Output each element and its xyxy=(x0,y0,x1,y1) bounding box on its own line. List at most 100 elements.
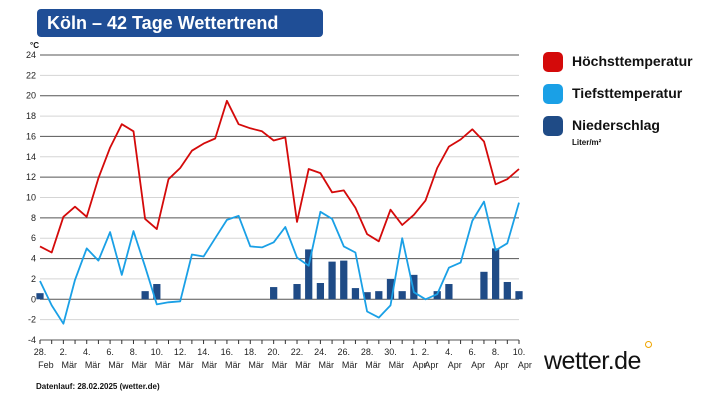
y-tick-label: -4 xyxy=(28,335,36,345)
x-day-label: 8. xyxy=(130,347,138,357)
y-tick-label: 12 xyxy=(26,172,36,182)
x-day-label: 2. xyxy=(422,347,430,357)
precip-bar xyxy=(480,271,488,300)
precipitation-bars xyxy=(36,248,523,300)
x-month-label: Apr xyxy=(518,360,532,370)
x-month-label: Mär xyxy=(108,360,124,370)
x-month-label: Apr xyxy=(448,360,462,370)
x-day-label: 2. xyxy=(60,347,68,357)
legend-label-max: Höchsttemperatur xyxy=(572,53,693,69)
x-month-label: Mär xyxy=(248,360,264,370)
precip-bar xyxy=(340,260,348,300)
precip-bar xyxy=(363,292,371,300)
y-tick-label: 22 xyxy=(26,70,36,80)
x-day-label: 30. xyxy=(384,347,397,357)
legend-swatch-min xyxy=(543,84,563,104)
x-day-label: 8. xyxy=(492,347,500,357)
precip-bar xyxy=(492,248,500,300)
footer-data-run: Datenlauf: 28.02.2025 (wetter.de) xyxy=(36,382,160,391)
x-month-label: Mär xyxy=(272,360,288,370)
precip-bar xyxy=(293,284,301,300)
x-month-label: Apr xyxy=(471,360,485,370)
x-month-label: Mär xyxy=(295,360,311,370)
x-month-label: Mär xyxy=(225,360,241,370)
x-axis-ticks: 28.Feb2.Mär4.Mär6.Mär8.Mär10.Mär12.Mär14… xyxy=(34,340,532,370)
y-tick-label: 8 xyxy=(31,213,36,223)
x-month-label: Mär xyxy=(318,360,334,370)
x-day-label: 6. xyxy=(469,347,477,357)
precip-bar xyxy=(351,288,360,300)
x-month-label: Mär xyxy=(365,360,381,370)
legend-swatch-max xyxy=(543,52,563,72)
x-month-label: Apr xyxy=(494,360,508,370)
x-day-label: 1. xyxy=(410,347,418,357)
x-day-label: 26. xyxy=(337,347,350,357)
precip-bar xyxy=(375,291,383,300)
x-day-label: 12. xyxy=(174,347,187,357)
y-tick-label: 10 xyxy=(26,193,36,203)
precip-bar xyxy=(305,249,313,300)
x-day-label: 18. xyxy=(244,347,257,357)
x-day-label: 20. xyxy=(267,347,280,357)
precip-bar xyxy=(316,283,325,300)
precip-bar xyxy=(515,291,523,300)
y-tick-label: 20 xyxy=(26,91,36,101)
precip-bar xyxy=(410,274,418,300)
x-month-label: Mär xyxy=(342,360,358,370)
x-day-label: 22. xyxy=(291,347,304,357)
x-month-label: Mär xyxy=(178,360,194,370)
x-day-label: 14. xyxy=(197,347,210,357)
max-temp-line xyxy=(39,99,520,254)
temperature-lines xyxy=(39,99,520,325)
precip-bar xyxy=(398,291,406,300)
x-day-label: 4. xyxy=(83,347,91,357)
y-tick-label: 4 xyxy=(31,254,36,264)
x-month-label: Mär xyxy=(132,360,148,370)
x-day-label: 10. xyxy=(151,347,164,357)
precip-bar xyxy=(433,291,441,300)
precip-bar xyxy=(141,291,149,300)
legend-swatch-precip xyxy=(543,116,563,136)
x-day-label: 6. xyxy=(106,347,114,357)
x-day-label: 24. xyxy=(314,347,327,357)
precip-bar xyxy=(270,287,278,300)
precip-bar xyxy=(36,293,44,300)
chart-grid xyxy=(40,54,519,341)
x-month-label: Apr xyxy=(424,360,438,370)
x-month-label: Mär xyxy=(202,360,218,370)
x-month-label: Apr xyxy=(413,360,427,370)
legend-label-precip: Niederschlag xyxy=(572,117,660,133)
x-day-label: 10. xyxy=(513,347,526,357)
x-day-label: 4. xyxy=(445,347,453,357)
x-day-label: 16. xyxy=(221,347,234,357)
x-month-label: Mär xyxy=(155,360,171,370)
precip-bar xyxy=(328,261,336,300)
y-tick-label: -2 xyxy=(28,315,36,325)
y-tick-label: 0 xyxy=(31,294,36,304)
x-month-label: Mär xyxy=(85,360,101,370)
x-month-label: Mär xyxy=(389,360,405,370)
y-tick-label: 2 xyxy=(31,274,36,284)
x-month-label: Feb xyxy=(38,360,54,370)
wetter-logo: wetter.de xyxy=(544,347,641,375)
precip-bar xyxy=(503,281,511,300)
y-axis-unit: °C xyxy=(30,41,39,50)
y-tick-label: 6 xyxy=(31,233,36,243)
precip-bar xyxy=(445,284,453,300)
chart-title: Köln – 42 Tage Wettertrend xyxy=(37,9,323,37)
legend-label-min: Tiefsttemperatur xyxy=(572,85,683,101)
x-day-label: 28. xyxy=(34,347,47,357)
logo-dot-icon xyxy=(645,341,652,348)
legend-precip-unit: Liter/m² xyxy=(572,138,602,147)
precip-bar xyxy=(386,278,395,300)
x-day-label: 28. xyxy=(361,347,374,357)
x-month-label: Mär xyxy=(61,360,77,370)
y-tick-label: 24 xyxy=(26,50,36,60)
y-tick-label: 14 xyxy=(26,152,36,162)
min-temp-line xyxy=(39,200,520,325)
y-tick-label: 16 xyxy=(26,131,36,141)
precip-bar xyxy=(153,284,161,300)
y-tick-label: 18 xyxy=(26,111,36,121)
